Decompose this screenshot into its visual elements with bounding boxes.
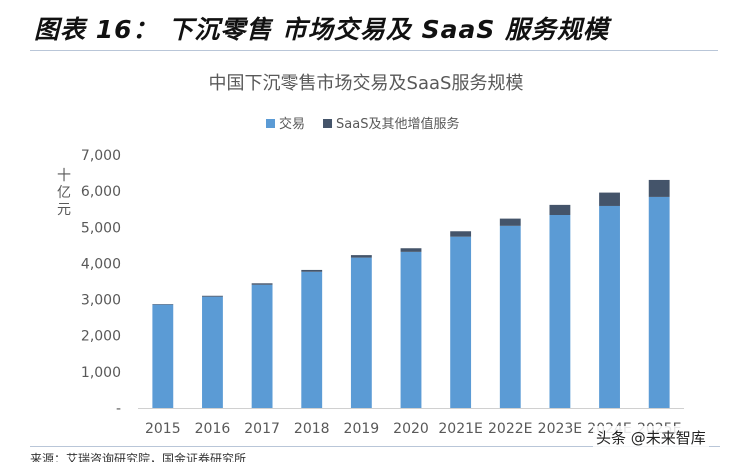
- bars: [152, 179, 670, 408]
- bar-transaction-2015: [152, 304, 174, 408]
- legend-label-0: 交易: [279, 116, 305, 132]
- bar-transaction-2017: [251, 284, 273, 408]
- footer-divider: [30, 446, 720, 447]
- x-tick-label: 2022E: [488, 421, 532, 437]
- bar-transaction-2021E: [450, 236, 472, 408]
- y-tick-label: 1,000: [81, 365, 121, 381]
- legend: 交易 SaaS及其他增值服务: [266, 116, 459, 132]
- bar-saas-2024E: [599, 192, 620, 206]
- bar-transaction-2018: [301, 271, 323, 408]
- bar-saas-2016: [202, 295, 223, 297]
- title-divider: [30, 50, 718, 51]
- watermark: 头条 @未来智库: [593, 426, 709, 449]
- x-tick-label: 2023E: [538, 421, 582, 437]
- y-axis-label: 十亿元: [57, 168, 71, 218]
- bar-saas-2015: [152, 304, 174, 305]
- bar-saas-2025E: [648, 179, 670, 197]
- bar-transaction-2019: [350, 257, 372, 408]
- bar-transaction-2024E: [599, 205, 620, 408]
- bar-saas-2018: [301, 269, 323, 272]
- bar-transaction-2016: [202, 296, 223, 408]
- y-tick-label: 7,000: [81, 148, 121, 164]
- bar-saas-2021E: [450, 231, 472, 237]
- x-tick-label: 2021E: [438, 421, 482, 437]
- bar-transaction-2022E: [499, 225, 521, 408]
- y-tick-label: 2,000: [81, 329, 121, 345]
- bar-transaction-2023E: [549, 214, 571, 408]
- figure-title: 图表 16： 下沉零售 市场交易及 SaaS 服务规模: [34, 15, 610, 44]
- y-tick-label: -: [116, 401, 121, 417]
- x-tick-label: 2015: [145, 421, 181, 437]
- x-tick-label: 2019: [344, 421, 380, 437]
- y-tick-label: 6,000: [81, 184, 121, 200]
- x-tick-label: 2018: [294, 421, 330, 437]
- bar-transaction-2020: [400, 251, 422, 408]
- y-tick-label: 3,000: [81, 293, 121, 309]
- x-tick-label: 2020: [393, 421, 429, 437]
- source-note: 来源：艾瑞咨询研究院，国金证券研究所: [30, 452, 247, 462]
- legend-swatch-0: [266, 119, 275, 128]
- legend-swatch-1: [323, 119, 333, 128]
- bar-transaction-2025E: [648, 196, 670, 408]
- chart-title: 中国下沉零售市场交易及SaaS服务规模: [209, 73, 524, 94]
- bar-saas-2020: [400, 248, 422, 252]
- y-tick-label: 5,000: [81, 220, 121, 236]
- legend-label-1: SaaS及其他增值服务: [336, 116, 459, 132]
- bar-saas-2023E: [549, 204, 571, 215]
- x-axis-ticks: 2015201620172018201920202021E2022E2023E2…: [145, 421, 681, 437]
- x-tick-label: 2017: [244, 421, 280, 437]
- y-axis: - 1,000 2,000 3,000 4,000 5,000 6,000 7,000: [81, 148, 121, 417]
- bar-saas-2022E: [499, 218, 521, 226]
- x-tick-label: 2016: [195, 421, 231, 437]
- y-tick-label: 4,000: [81, 256, 121, 272]
- bar-saas-2017: [251, 283, 273, 285]
- bar-saas-2019: [350, 255, 372, 258]
